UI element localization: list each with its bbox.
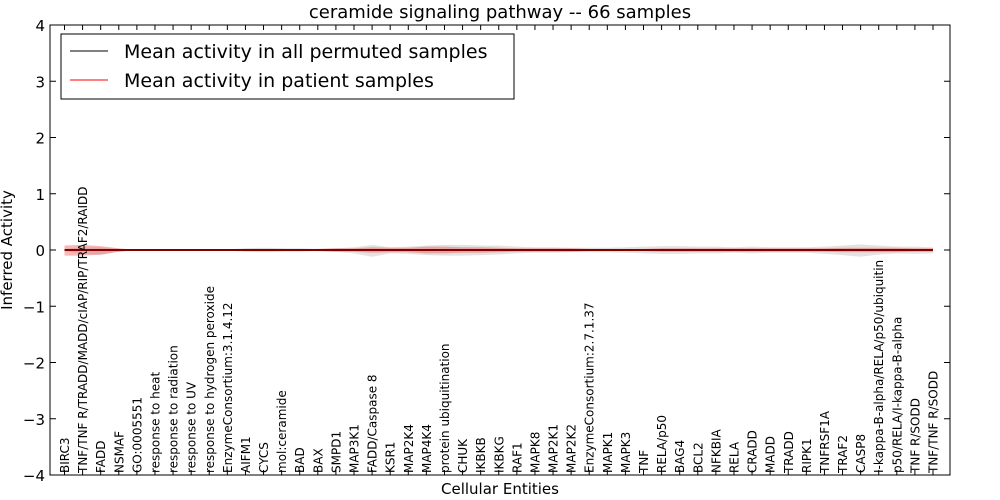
- category-label: TNFRSF1A: [818, 410, 832, 474]
- category-label: KSR1: [384, 442, 398, 473]
- y-tick-label: −1: [23, 298, 45, 316]
- category-label: MAPK3: [619, 432, 633, 473]
- category-label: TNF/TNF R/SODD: [927, 371, 941, 474]
- category-label: FADD/Caspase 8: [366, 374, 380, 473]
- category-label: RELA/p50: [655, 415, 669, 473]
- category-label: MAP3K1: [348, 424, 362, 473]
- category-label: MAPK1: [601, 432, 615, 473]
- category-label: I-kappa-B-alpha/RELA/p50/ubiquitin: [872, 260, 886, 473]
- category-label: RAF1: [510, 442, 524, 473]
- category-label: TNF/TNF R/TRADD/MADD/cIAP/RIP/TRAF2/RAID…: [76, 187, 90, 475]
- category-label: response to hydrogen peroxide: [203, 286, 217, 473]
- category-label: RELA: [728, 441, 742, 473]
- category-label: MAP4K4: [420, 424, 434, 473]
- category-label: EnzymeConsortium:3.1.4.12: [221, 302, 235, 473]
- axes-layer: −4 −3 −2 −1 0 1 2 3 4: [23, 17, 951, 485]
- category-label: AIFM1: [239, 436, 253, 473]
- category-label: RIPK1: [800, 438, 814, 473]
- category-label: protein ubiquitination: [438, 343, 452, 473]
- category-label: TNF: [637, 450, 651, 474]
- chart-title: ceramide signaling pathway -- 66 samples: [309, 2, 691, 23]
- y-tick-label: 3: [35, 73, 45, 91]
- category-label: NSMAF: [112, 431, 126, 473]
- category-label: CHUK: [456, 438, 470, 473]
- y-axis-label: Inferred Activity: [0, 190, 16, 310]
- x-axis-label: Cellular Entities: [441, 480, 559, 498]
- category-label: BCL2: [691, 442, 705, 473]
- category-labels: BIRC3 TNF/TNF R/TRADD/MADD/cIAP/RIP/TRAF2…: [58, 187, 941, 475]
- legend: Mean activity in all permuted samples Mea…: [60, 33, 515, 100]
- category-label: TNF R/SODD: [908, 398, 922, 474]
- y-tick-label: 4: [35, 17, 45, 35]
- category-label: MAPK8: [528, 432, 542, 473]
- category-label: mol:ceramide: [275, 390, 289, 473]
- category-label: CYCS: [257, 442, 271, 473]
- y-tick-label: −2: [23, 355, 45, 373]
- category-label: response to radiation: [167, 345, 181, 473]
- category-label: BIRC3: [58, 437, 72, 473]
- category-label: p50/RELA/I-kappa-B-alpha: [890, 317, 904, 473]
- y-tick-label: 2: [35, 130, 45, 148]
- y-tick-label: −4: [23, 467, 45, 485]
- category-label: MAP2K4: [402, 424, 416, 473]
- category-label: response to UV: [185, 381, 199, 473]
- category-label: NFKBIA: [709, 429, 723, 474]
- y-tick-label: 1: [35, 186, 45, 204]
- category-label: response to heat: [149, 372, 163, 474]
- category-label: CRADD: [746, 430, 760, 473]
- legend-box: [60, 33, 515, 100]
- y-tick-label: 0: [35, 242, 45, 260]
- category-label: TRADD: [782, 431, 796, 474]
- category-label: TRAF2: [836, 435, 850, 474]
- category-label: BAD: [293, 447, 307, 473]
- category-label: BAG4: [673, 440, 687, 473]
- legend-label-1: Mean activity in all permuted samples: [124, 41, 487, 63]
- category-label: BAX: [311, 448, 325, 473]
- category-label: FADD: [94, 441, 108, 474]
- category-label: MAP2K2: [565, 424, 579, 473]
- legend-label-2: Mean activity in patient samples: [124, 70, 434, 92]
- category-label: MAP2K1: [547, 424, 561, 473]
- category-label: IKBKG: [492, 436, 506, 473]
- category-label: EnzymeConsortium:2.7.1.37: [583, 302, 597, 473]
- category-label: SMPD1: [329, 431, 343, 473]
- category-label: CASP8: [854, 434, 868, 473]
- category-label: GO:0005551: [130, 397, 144, 473]
- y-tick-label: −3: [23, 411, 45, 429]
- category-label: IKBKB: [474, 437, 488, 473]
- category-label: MADD: [764, 436, 778, 473]
